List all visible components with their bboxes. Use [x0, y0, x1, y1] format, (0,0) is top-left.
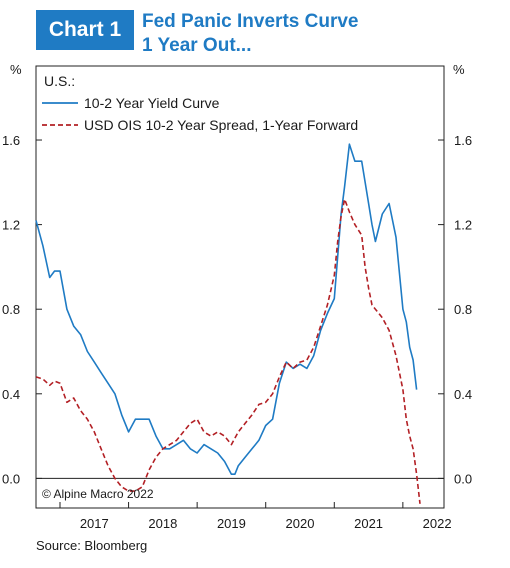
y-unit-right: % [453, 62, 465, 77]
x-tick-label: 2021 [354, 516, 383, 531]
legend-title: U.S.: [44, 73, 75, 89]
series-line-2 [35, 198, 421, 504]
x-tick-label: 2017 [80, 516, 109, 531]
legend-label-2: USD OIS 10-2 Year Spread, 1-Year Forward [84, 117, 358, 133]
y-tick-label-left: 1.2 [2, 218, 20, 233]
chart-header: Chart 1 Fed Panic Inverts Curve 1 Year O… [0, 0, 510, 64]
chart-title: Fed Panic Inverts Curve 1 Year Out... [142, 10, 472, 58]
yield-curve-chart: % % 0.0 0.0 0.4 0.4 0.8 0.8 1.2 1.2 1.6 1.6 2017 2018… [2, 62, 472, 531]
y-tick-label-left: 0.0 [2, 471, 20, 486]
y-tick-label-right: 1.2 [454, 218, 472, 233]
copyright-note: © Alpine Macro 2022 [42, 487, 154, 501]
y-tick-label-left: 0.8 [2, 302, 20, 317]
plot-frame [35, 65, 445, 509]
chart-title-line1: Fed Panic Inverts Curve [142, 11, 359, 32]
y-tick-label-right: 0.8 [454, 302, 472, 317]
x-tick-label: 2022 [423, 516, 452, 531]
x-tick-label: 2020 [286, 516, 315, 531]
series-line-1 [35, 143, 418, 475]
y-tick-label-right: 1.6 [454, 133, 472, 148]
x-tick-label: 2018 [148, 516, 177, 531]
source-note: Source: Bloomberg [36, 538, 148, 553]
y-tick-label-left: 0.4 [2, 387, 20, 402]
chart-number-badge: Chart 1 [36, 10, 134, 50]
chart-title-line2: 1 Year Out... [142, 35, 252, 56]
y-tick-label-left: 1.6 [2, 133, 20, 148]
y-unit-left: % [10, 62, 22, 77]
y-tick-label-right: 0.0 [454, 471, 472, 486]
x-tick-label: 2019 [217, 516, 246, 531]
legend-label-1: 10-2 Year Yield Curve [84, 95, 220, 111]
y-tick-label-right: 0.4 [454, 387, 472, 402]
